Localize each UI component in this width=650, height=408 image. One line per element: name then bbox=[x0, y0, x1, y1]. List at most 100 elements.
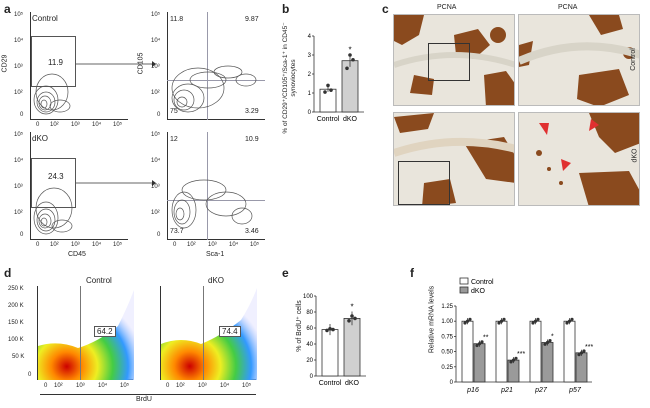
tick-y: 10⁵ bbox=[151, 12, 161, 18]
quadrant-ur: 10.9 bbox=[245, 136, 259, 143]
data-point bbox=[582, 349, 586, 353]
row-label-control: Control bbox=[629, 48, 637, 71]
tick-x: 10³ bbox=[71, 122, 80, 128]
legend-label: Control bbox=[471, 279, 494, 286]
tick-y: 10² bbox=[151, 210, 160, 216]
legend-swatch-dko bbox=[459, 286, 469, 294]
condition-label-control: Control bbox=[32, 14, 58, 23]
tick-y: 10⁵ bbox=[14, 132, 24, 138]
data-point bbox=[480, 340, 484, 344]
histology-dko-overview bbox=[393, 112, 515, 206]
tick-x: 10⁴ bbox=[92, 242, 102, 248]
tick-x: 10² bbox=[50, 242, 59, 248]
tick-label: 2 bbox=[308, 72, 312, 78]
tick-y: 150 K bbox=[8, 320, 24, 326]
data-point bbox=[533, 319, 538, 323]
tick-label: 60 bbox=[306, 326, 313, 332]
tick-x: 10² bbox=[54, 383, 63, 389]
bar-p16-dko bbox=[473, 343, 486, 383]
significance-star: *** bbox=[517, 351, 525, 358]
bar-p57-dko bbox=[575, 352, 588, 383]
bar-p27-dko bbox=[541, 342, 554, 383]
legend-label: dKO bbox=[471, 288, 486, 295]
data-point bbox=[345, 66, 349, 71]
data-point bbox=[326, 83, 330, 88]
data-point bbox=[347, 319, 351, 323]
data-point bbox=[548, 339, 552, 343]
tick-y: 10⁴ bbox=[151, 38, 161, 44]
quadrant-ur: 9.87 bbox=[245, 16, 259, 23]
gate-value: 64.2 bbox=[94, 326, 116, 337]
arrowhead-marker bbox=[589, 119, 599, 131]
data-point bbox=[514, 356, 518, 360]
tick-y: 10⁴ bbox=[14, 38, 24, 44]
bar-p21-dko bbox=[507, 359, 520, 383]
flow-plot-dko-cd29-cd45 bbox=[30, 132, 128, 240]
tick-label: 1.00 bbox=[441, 319, 453, 325]
quadrant-lr: 3.46 bbox=[245, 228, 259, 235]
tick-y: 100 K bbox=[8, 337, 24, 343]
tick-x: 10⁵ bbox=[113, 242, 123, 248]
tick-label: 0.75 bbox=[441, 334, 453, 340]
data-point bbox=[353, 316, 357, 321]
quadrant-line-h bbox=[167, 80, 265, 81]
tick-label: 100 bbox=[303, 294, 314, 300]
tick-y: 0 bbox=[28, 372, 32, 378]
data-point bbox=[475, 343, 479, 348]
quadrant-line-h bbox=[167, 200, 265, 201]
tick-x: 10² bbox=[187, 242, 196, 248]
tick-x: 10² bbox=[176, 383, 185, 389]
tick-y: 0 bbox=[157, 232, 161, 238]
tick-label: 0.50 bbox=[441, 350, 453, 356]
bar-dko bbox=[341, 60, 359, 113]
significance-star: * bbox=[551, 333, 554, 340]
significance-star: ** bbox=[483, 335, 489, 342]
data-point bbox=[545, 340, 550, 345]
category-label: dKO bbox=[345, 380, 360, 387]
gate-box bbox=[31, 158, 76, 208]
quadrant-lr: 3.29 bbox=[245, 108, 259, 115]
data-point bbox=[331, 327, 335, 332]
tick-label: 4 bbox=[308, 34, 312, 40]
tick-y: 10² bbox=[151, 90, 160, 96]
tick-x: 10² bbox=[50, 122, 59, 128]
data-point bbox=[570, 317, 574, 321]
panel-label-b: b bbox=[282, 2, 290, 16]
tick-y: 10⁵ bbox=[151, 132, 161, 138]
tick-y: 10⁴ bbox=[14, 158, 24, 164]
zoom-box bbox=[428, 43, 470, 81]
tick-label: 40 bbox=[306, 342, 313, 348]
tick-x: 0 bbox=[166, 383, 170, 389]
tick-x: 0 bbox=[36, 242, 40, 248]
tick-y: 10⁴ bbox=[151, 158, 161, 164]
category-label: Control bbox=[317, 116, 340, 123]
tick-y: 10² bbox=[14, 210, 23, 216]
tick-label: 0 bbox=[308, 110, 312, 116]
data-point bbox=[477, 342, 482, 346]
tick-x: 10³ bbox=[71, 242, 80, 248]
data-point bbox=[531, 321, 535, 325]
gate-value: 11.9 bbox=[48, 58, 63, 67]
data-point bbox=[579, 351, 584, 355]
gate-value: 74.4 bbox=[219, 326, 241, 337]
data-point bbox=[329, 88, 333, 92]
gate-box bbox=[203, 286, 258, 380]
xlabel-cd45: CD45 bbox=[68, 251, 86, 258]
arrowhead-marker bbox=[561, 159, 571, 171]
tick-x: 10⁴ bbox=[229, 242, 239, 248]
tick-x: 0 bbox=[36, 122, 40, 128]
bar-p27-control bbox=[529, 320, 542, 383]
bar-chart-b: 0 1 2 3 4 Control dKO * bbox=[308, 34, 364, 123]
ylabel-f: Relative mRNA levels bbox=[428, 285, 436, 354]
data-point bbox=[567, 319, 572, 323]
arrow-gate-to-quadrant bbox=[76, 180, 156, 186]
tick-x: 10⁵ bbox=[242, 383, 252, 389]
data-point bbox=[323, 90, 327, 94]
tick-label: 3 bbox=[308, 53, 312, 59]
bar-chart-e: 0 20 40 60 80 100 Control dKO * bbox=[303, 294, 366, 387]
tick-y: 0 bbox=[20, 232, 24, 238]
arrow-gate-to-quadrant bbox=[76, 61, 156, 67]
contour-plot bbox=[33, 187, 73, 235]
significance-star: *** bbox=[585, 344, 593, 351]
data-point bbox=[463, 321, 467, 325]
